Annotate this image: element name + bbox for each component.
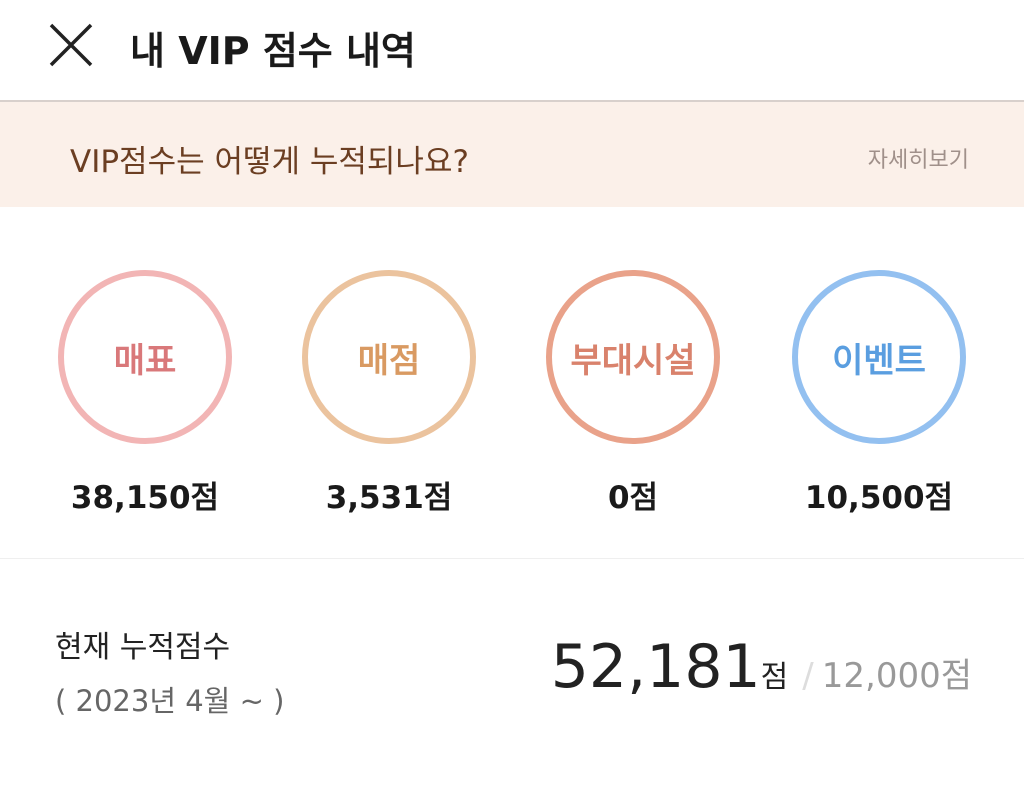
total-value: 52,181 (550, 632, 761, 702)
category-score: 10,500점 (804, 480, 954, 516)
category-label: 부대시설 (570, 340, 696, 381)
goal-score: 12,000점 (821, 656, 972, 696)
category-ring: 이벤트 (792, 270, 966, 444)
separator: / (802, 656, 814, 696)
total-period: ( 2023년 4월 ~ ) (55, 684, 285, 718)
category-scores: 매표 38,150점 매점 3,531점 부대시설 0점 이벤트 10,500점 (0, 207, 1024, 559)
total-score: 52,181점 /12,000점 (551, 632, 972, 702)
header: 내 VIP 점수 내역 (0, 0, 1024, 102)
category-label: 매점 (357, 340, 421, 381)
category-score: 38,150점 (70, 480, 220, 516)
total-label: 현재 누적점수 (55, 630, 231, 665)
category-facility[interactable]: 부대시설 0점 (513, 270, 753, 517)
category-label: 이벤트 (832, 340, 926, 381)
category-score: 0점 (607, 480, 659, 516)
category-score: 3,531점 (325, 480, 453, 516)
total-score-section: 현재 누적점수 ( 2023년 4월 ~ ) 52,181점 /12,000점 (0, 560, 1024, 787)
banner-question: VIP점수는 어떻게 누적되나요? (70, 144, 469, 180)
category-event[interactable]: 이벤트 10,500점 (759, 270, 999, 517)
category-ring: 부대시설 (546, 270, 720, 444)
category-ring: 매표 (58, 270, 232, 444)
category-label: 매표 (113, 340, 177, 381)
close-icon[interactable] (48, 22, 94, 68)
category-ticket[interactable]: 매표 38,150점 (25, 270, 265, 517)
category-snack[interactable]: 매점 3,531점 (269, 270, 509, 517)
info-banner[interactable]: VIP점수는 어떻게 누적되나요? 자세히보기 (0, 102, 1024, 207)
category-ring: 매점 (302, 270, 476, 444)
more-link[interactable]: 자세히보기 (867, 148, 969, 173)
page-title: 내 VIP 점수 내역 (130, 29, 416, 73)
total-unit: 점 (760, 660, 789, 695)
